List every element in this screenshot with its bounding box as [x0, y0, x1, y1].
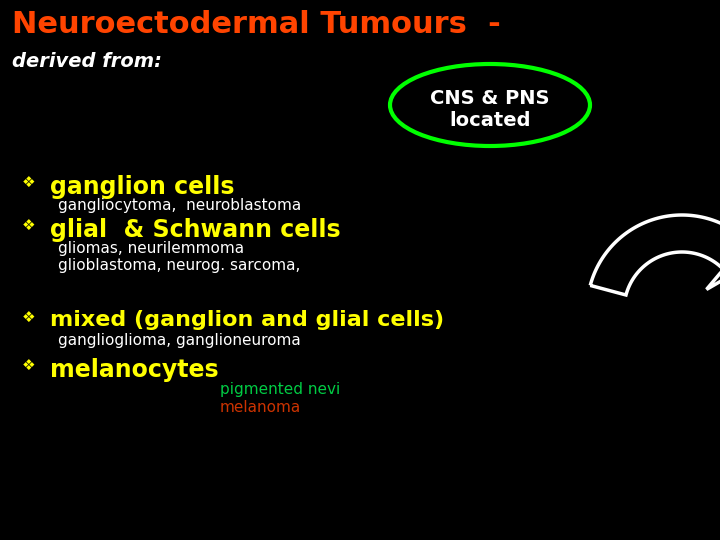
Text: ganglioglioma, ganglioneuroma: ganglioglioma, ganglioneuroma [58, 333, 301, 348]
Text: gliomas, neurilemmoma: gliomas, neurilemmoma [58, 241, 244, 256]
Text: ❖: ❖ [22, 175, 35, 190]
Text: located: located [449, 111, 531, 130]
Text: mixed (ganglion and glial cells): mixed (ganglion and glial cells) [50, 310, 444, 330]
Text: ❖: ❖ [22, 218, 35, 233]
Text: ganglion cells: ganglion cells [50, 175, 235, 199]
Text: glioblastoma, neurog. sarcoma,: glioblastoma, neurog. sarcoma, [58, 258, 300, 273]
Text: ❖: ❖ [22, 358, 35, 373]
Text: glial  & Schwann cells: glial & Schwann cells [50, 218, 341, 242]
Text: ❖: ❖ [22, 310, 35, 325]
Text: Neuroectodermal Tumours  -: Neuroectodermal Tumours - [12, 10, 500, 39]
Text: melanocytes: melanocytes [50, 358, 219, 382]
Text: pigmented nevi: pigmented nevi [220, 382, 341, 397]
Text: CNS & PNS: CNS & PNS [431, 89, 550, 108]
Text: gangliocytoma,  neuroblastoma: gangliocytoma, neuroblastoma [58, 198, 301, 213]
Text: derived from:: derived from: [12, 52, 162, 71]
Text: melanoma: melanoma [220, 400, 301, 415]
